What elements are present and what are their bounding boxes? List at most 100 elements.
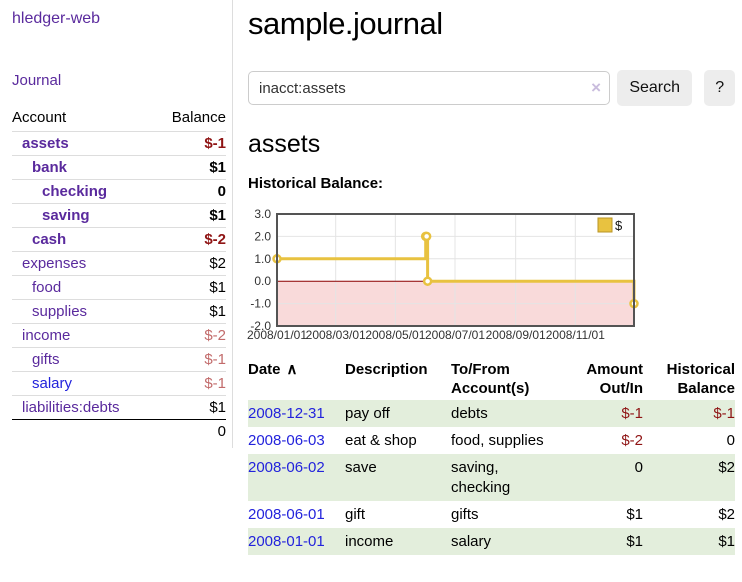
x-tick-label: 2008/05/01: [365, 328, 425, 342]
account-balance: $1: [154, 395, 226, 420]
transaction-accounts: debts: [451, 400, 571, 427]
account-link[interactable]: cash: [32, 231, 67, 248]
account-balance: $-2: [154, 227, 226, 252]
account-row: food $1: [12, 275, 226, 300]
x-tick-label: 2008/03/01: [306, 328, 366, 342]
data-point-marker: [422, 276, 433, 286]
y-tick-label: -1.0: [250, 297, 271, 311]
plot-border: [276, 213, 635, 327]
account-balance: $-1: [154, 131, 226, 156]
x-tick-label: 2008/01/01: [247, 328, 307, 342]
account-link[interactable]: checking: [42, 183, 108, 200]
transaction-row: 2008-12-31 pay off debts $-1 $-1: [248, 400, 735, 427]
accounts-table-body: assets $-1 bank $1 checking 0 saving $1 …: [12, 131, 226, 420]
account-link[interactable]: saving: [42, 207, 90, 224]
col-description: Description: [345, 361, 428, 378]
accounts-table: Account Balance assets $-1 bank $1 check…: [12, 109, 226, 443]
account-row: cash $-2: [12, 227, 226, 252]
accounts-total-row: 0: [12, 419, 226, 443]
historical-balance-chart: 3.0 2.0 1.0 0.0 -1.0 -2.0 2008/01/01 2008/03/01…: [247, 207, 742, 342]
account-row: assets $-1: [12, 131, 226, 156]
account-heading: assets: [248, 130, 321, 158]
transaction-accounts: food, supplies: [451, 432, 544, 449]
transaction-balance: $1: [643, 528, 735, 555]
sidebar: hledger-web Journal Account Balance asse…: [0, 0, 233, 448]
accounts-col-balance: Balance: [171, 109, 226, 126]
account-row: gifts $-1: [12, 347, 226, 372]
account-balance: $1: [154, 203, 226, 228]
transaction-balance: 0: [726, 432, 735, 449]
search-input-wrap: ×: [248, 71, 610, 105]
transaction-amount: 0: [571, 454, 643, 501]
search-input[interactable]: [248, 71, 610, 105]
transaction-balance: $2: [718, 506, 735, 523]
transaction-row: 2008-01-01 income salary $1 $1: [248, 528, 735, 555]
transaction-amount: $-1: [571, 400, 643, 427]
transactions-table: Date ∧ Description To/From Account(s) Amo…: [248, 358, 735, 555]
help-button[interactable]: ?: [704, 70, 735, 106]
account-link[interactable]: bank: [32, 159, 68, 176]
accounts-total-value: 0: [154, 419, 226, 443]
account-link[interactable]: income: [22, 327, 71, 344]
account-link[interactable]: supplies: [32, 303, 88, 320]
account-link[interactable]: food: [32, 279, 62, 296]
transaction-accounts: saving, checking: [451, 454, 571, 501]
sort-asc-icon: ∧: [286, 361, 298, 378]
account-link[interactable]: expenses: [22, 255, 87, 272]
account-balance: $1: [154, 155, 226, 180]
transaction-description: eat & shop: [345, 432, 417, 449]
account-row: saving $1: [12, 203, 226, 228]
transactions-table-body: 2008-12-31 pay off debts $-1 $-1 2008-06…: [248, 400, 735, 555]
search-bar: × Search ?: [248, 70, 735, 106]
account-balance: $2: [154, 251, 226, 276]
transaction-amount: $-2: [621, 432, 643, 449]
transaction-date-link[interactable]: 2008-06-01: [248, 506, 325, 523]
y-tick-label: 1.0: [254, 252, 271, 266]
account-link[interactable]: assets: [22, 135, 69, 152]
account-link[interactable]: salary: [32, 375, 73, 392]
account-balance: 0: [154, 179, 226, 204]
data-point-marker: [421, 231, 432, 242]
account-link[interactable]: gifts: [32, 351, 60, 368]
col-amount-outin: Amount Out/In: [586, 361, 643, 397]
account-row: salary $-1: [12, 371, 226, 396]
transaction-date-link[interactable]: 2008-06-02: [248, 459, 325, 476]
transaction-date-link[interactable]: 2008-06-03: [248, 432, 325, 449]
transaction-balance: $2: [643, 454, 735, 501]
x-tick-label: 2008/09/01: [486, 328, 546, 342]
account-row: expenses $2: [12, 251, 226, 276]
account-balance: $-2: [154, 323, 226, 348]
transaction-date-link[interactable]: 2008-01-01: [248, 533, 325, 550]
col-tofrom-accounts: To/From Account(s): [451, 361, 530, 397]
transaction-row: 2008-06-01 gift gifts $1 $2: [248, 501, 735, 528]
account-balance: $-1: [154, 371, 226, 396]
transaction-date-link[interactable]: 2008-12-31: [248, 405, 325, 422]
x-tick-label: 2008/11/01: [546, 328, 605, 342]
col-date[interactable]: Date ∧: [248, 361, 298, 378]
accounts-col-account: Account: [12, 109, 67, 126]
legend-label: $: [615, 218, 623, 233]
account-row: liabilities:debts $1: [12, 395, 226, 420]
y-tick-label: -2.0: [250, 319, 271, 333]
sidebar-item-journal[interactable]: Journal: [12, 72, 62, 89]
transaction-accounts: salary: [451, 528, 571, 555]
account-link[interactable]: liabilities:debts: [22, 399, 120, 416]
transaction-accounts: gifts: [451, 506, 479, 523]
clear-search-icon[interactable]: ×: [591, 78, 601, 97]
account-row: checking 0: [12, 179, 226, 204]
transaction-row: 2008-06-03 eat & shop food, supplies $-2…: [248, 427, 735, 454]
y-tick-label: 0.0: [254, 274, 271, 288]
account-balance: $1: [154, 299, 226, 324]
y-tick-label: 3.0: [254, 207, 271, 221]
balance-chart-svg: 3.0 2.0 1.0 0.0 -1.0 -2.02008/01/012008/03/01…: [247, 207, 639, 342]
transaction-amount: $1: [626, 506, 643, 523]
transaction-description: gift: [345, 506, 366, 523]
x-tick-label: 2008/07/01: [425, 328, 485, 342]
account-row: income $-2: [12, 323, 226, 348]
transaction-description: income: [345, 528, 451, 555]
transaction-description: save: [345, 454, 451, 501]
search-button[interactable]: Search: [617, 70, 693, 106]
chart-heading: Historical Balance:: [248, 175, 384, 192]
page-title: sample.journal: [248, 6, 443, 41]
app-title-link[interactable]: hledger-web: [12, 10, 101, 27]
